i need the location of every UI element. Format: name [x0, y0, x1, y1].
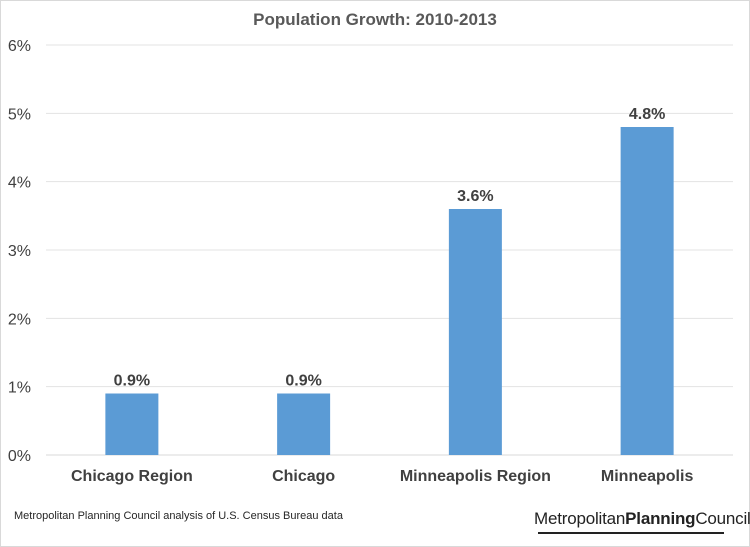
- y-tick-label: 4%: [8, 175, 31, 192]
- bar: [277, 393, 331, 455]
- logo-underline: [538, 532, 724, 534]
- data-label: 0.9%: [114, 373, 150, 390]
- y-tick-label: 0%: [8, 448, 31, 465]
- logo-text-council: Council: [695, 509, 750, 528]
- source-note: Metropolitan Planning Council analysis o…: [14, 510, 343, 522]
- x-tick-label: Minneapolis: [601, 468, 694, 485]
- y-tick-label: 3%: [8, 243, 31, 260]
- logo-text-metropolitan: Metropolitan: [534, 509, 626, 528]
- bar: [105, 393, 159, 455]
- y-tick-label: 5%: [8, 106, 31, 123]
- bar: [448, 209, 502, 455]
- x-tick-label: Minneapolis Region: [400, 468, 551, 485]
- bar: [620, 127, 674, 455]
- data-label: 3.6%: [457, 188, 493, 205]
- logo-text-planning: Planning: [625, 509, 696, 528]
- y-tick-label: 1%: [8, 380, 31, 397]
- y-tick-label: 6%: [8, 38, 31, 55]
- chart-title: Population Growth: 2010-2013: [253, 10, 497, 29]
- data-label: 0.9%: [285, 373, 321, 390]
- y-tick-label: 2%: [8, 311, 31, 328]
- x-tick-label: Chicago: [272, 468, 335, 485]
- x-tick-label: Chicago Region: [71, 468, 193, 485]
- data-label: 4.8%: [629, 106, 665, 123]
- organization-logo: MetropolitanPlanningCouncil: [534, 509, 750, 529]
